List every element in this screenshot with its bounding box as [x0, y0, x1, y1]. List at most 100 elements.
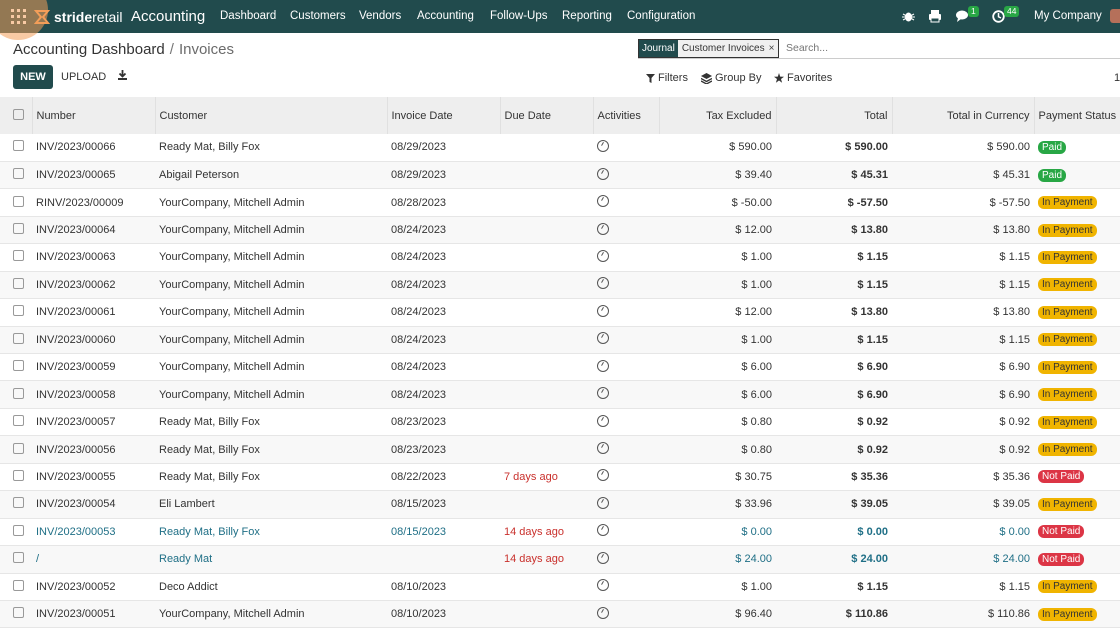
table-row[interactable]: INV/2023/00064 YourCompany, Mitchell Admi… [0, 216, 1120, 244]
row-checkbox[interactable] [0, 518, 32, 545]
table-row[interactable]: INV/2023/00054 Eli Lambert 08/15/2023 $ 33.… [0, 490, 1120, 519]
activity-clock-icon[interactable] [597, 442, 609, 455]
col-customer[interactable]: Customer [155, 97, 388, 134]
cell-activities[interactable] [593, 134, 659, 161]
favorites-button[interactable]: Favorites [774, 72, 832, 84]
module-title[interactable]: Accounting [131, 8, 206, 25]
chat-icon[interactable] [956, 10, 971, 23]
table-row[interactable]: INV/2023/00062 YourCompany, Mitchell Admi… [0, 271, 1120, 299]
table-row[interactable]: INV/2023/00061 YourCompany, Mitchell Admi… [0, 299, 1120, 327]
cell-activities[interactable] [593, 573, 659, 600]
select-all-checkbox[interactable] [0, 97, 33, 134]
col-due-date[interactable]: Due Date [500, 97, 594, 134]
row-checkbox[interactable] [0, 326, 32, 353]
col-total-currency[interactable]: Total in Currency [892, 97, 1035, 134]
new-button[interactable]: NEW [13, 65, 53, 89]
row-checkbox[interactable] [0, 436, 32, 463]
menu-configuration[interactable]: Configuration [627, 10, 696, 22]
table-row[interactable]: INV/2023/00057 Ready Mat, Billy Fox 08/23/… [0, 408, 1120, 436]
table-row[interactable]: / Ready Mat 14 days ago $ 24.00 $ 24.00 $ 24.… [0, 545, 1120, 573]
cell-activities[interactable] [593, 463, 659, 490]
table-row[interactable]: INV/2023/00058 YourCompany, Mitchell Admi… [0, 380, 1120, 409]
activity-clock-icon[interactable] [597, 469, 609, 482]
menu-dashboard[interactable]: Dashboard [220, 10, 277, 22]
cell-activities[interactable] [593, 271, 659, 298]
menu-reporting[interactable]: Reporting [562, 10, 612, 22]
row-checkbox[interactable] [0, 271, 32, 298]
cell-activities[interactable] [593, 436, 659, 463]
row-checkbox[interactable] [0, 134, 32, 161]
activity-clock-icon[interactable] [597, 222, 609, 235]
activity-clock-icon[interactable] [597, 249, 609, 262]
col-payment-status[interactable]: Payment Status [1038, 109, 1117, 122]
col-activities[interactable]: Activities [593, 97, 660, 134]
table-row[interactable]: INV/2023/00059 YourCompany, Mitchell Admi… [0, 354, 1120, 381]
menu-vendors[interactable]: Vendors [359, 10, 402, 22]
activity-clock-icon[interactable] [597, 579, 609, 592]
table-row[interactable]: INV/2023/00063 YourCompany, Mitchell Admi… [0, 244, 1120, 272]
activity-clock-icon[interactable] [597, 195, 609, 208]
activity-clock-icon[interactable] [597, 304, 609, 317]
cell-activities[interactable] [593, 546, 659, 573]
col-number[interactable]: Number [32, 97, 156, 134]
cell-activities[interactable] [593, 216, 659, 243]
activity-clock-icon[interactable] [597, 167, 609, 180]
printer-icon[interactable] [928, 9, 942, 23]
menu-accounting[interactable]: Accounting [417, 10, 474, 22]
cell-activities[interactable] [593, 299, 659, 326]
activity-clock-icon[interactable] [597, 496, 609, 509]
activity-clock-icon[interactable] [597, 414, 609, 427]
filters-button[interactable]: Filters [646, 72, 688, 84]
activity-clock-icon[interactable] [597, 139, 609, 152]
row-checkbox[interactable] [0, 216, 32, 243]
download-icon[interactable] [117, 69, 128, 81]
row-checkbox[interactable] [0, 546, 32, 573]
row-checkbox[interactable] [0, 463, 32, 490]
pager[interactable]: 1 [1114, 72, 1120, 84]
company-switcher[interactable]: My Company [1034, 10, 1102, 22]
cell-activities[interactable] [593, 600, 659, 627]
col-invoice-date[interactable]: Invoice Date [387, 97, 501, 134]
table-row[interactable]: RINV/2023/00009 YourCompany, Mitchell Adm… [0, 189, 1120, 217]
user-avatar[interactable] [1110, 9, 1120, 23]
cell-activities[interactable] [593, 518, 659, 545]
row-checkbox[interactable] [0, 381, 32, 408]
table-row[interactable]: INV/2023/00066 Ready Mat, Billy Fox 08/29/… [0, 134, 1120, 162]
cell-activities[interactable] [593, 244, 659, 271]
col-total[interactable]: Total [776, 97, 893, 134]
row-checkbox[interactable] [0, 161, 32, 188]
facet-remove-icon[interactable]: × [768, 40, 779, 57]
row-checkbox[interactable] [0, 299, 32, 326]
activity-clock-icon[interactable] [597, 359, 609, 372]
table-row[interactable]: INV/2023/00060 YourCompany, Mitchell Admi… [0, 326, 1120, 354]
cell-activities[interactable] [593, 161, 659, 188]
activity-clock-icon[interactable] [597, 332, 609, 345]
brand-logo[interactable]: stride retail [33, 7, 122, 27]
cell-activities[interactable] [593, 326, 659, 353]
row-checkbox[interactable] [0, 408, 32, 435]
activity-clock-icon[interactable] [597, 524, 609, 537]
table-row[interactable]: INV/2023/00052 Deco Addict 08/10/2023 $ 1.0… [0, 573, 1120, 601]
table-row[interactable]: INV/2023/00053 Ready Mat, Billy Fox 08/15/… [0, 518, 1120, 546]
row-checkbox[interactable] [0, 244, 32, 271]
activity-clock-icon[interactable] [597, 387, 609, 400]
activity-clock-icon[interactable] [597, 277, 609, 290]
menu-follow-ups[interactable]: Follow-Ups [490, 10, 548, 22]
upload-button[interactable]: UPLOAD [61, 71, 107, 83]
row-checkbox[interactable] [0, 600, 32, 627]
row-checkbox[interactable] [0, 573, 32, 600]
row-checkbox[interactable] [0, 491, 32, 518]
cell-activities[interactable] [593, 381, 659, 408]
search-input[interactable] [784, 41, 1108, 55]
table-row[interactable]: INV/2023/00065 Abigail Peterson 08/29/2023… [0, 161, 1120, 189]
row-checkbox[interactable] [0, 354, 32, 381]
activity-clock-icon[interactable] [597, 606, 609, 619]
table-row[interactable]: INV/2023/00051 YourCompany, Mitchell Admi… [0, 600, 1120, 628]
table-row[interactable]: INV/2023/00055 Ready Mat, Billy Fox 08/22/… [0, 463, 1120, 491]
bug-icon[interactable] [902, 9, 915, 23]
activity-clock-icon[interactable] [992, 10, 1005, 23]
cell-activities[interactable] [593, 189, 659, 216]
activity-clock-icon[interactable] [597, 551, 609, 564]
group-by-button[interactable]: Group By [701, 72, 761, 84]
table-row[interactable]: INV/2023/00056 Ready Mat, Billy Fox 08/23/… [0, 435, 1120, 464]
